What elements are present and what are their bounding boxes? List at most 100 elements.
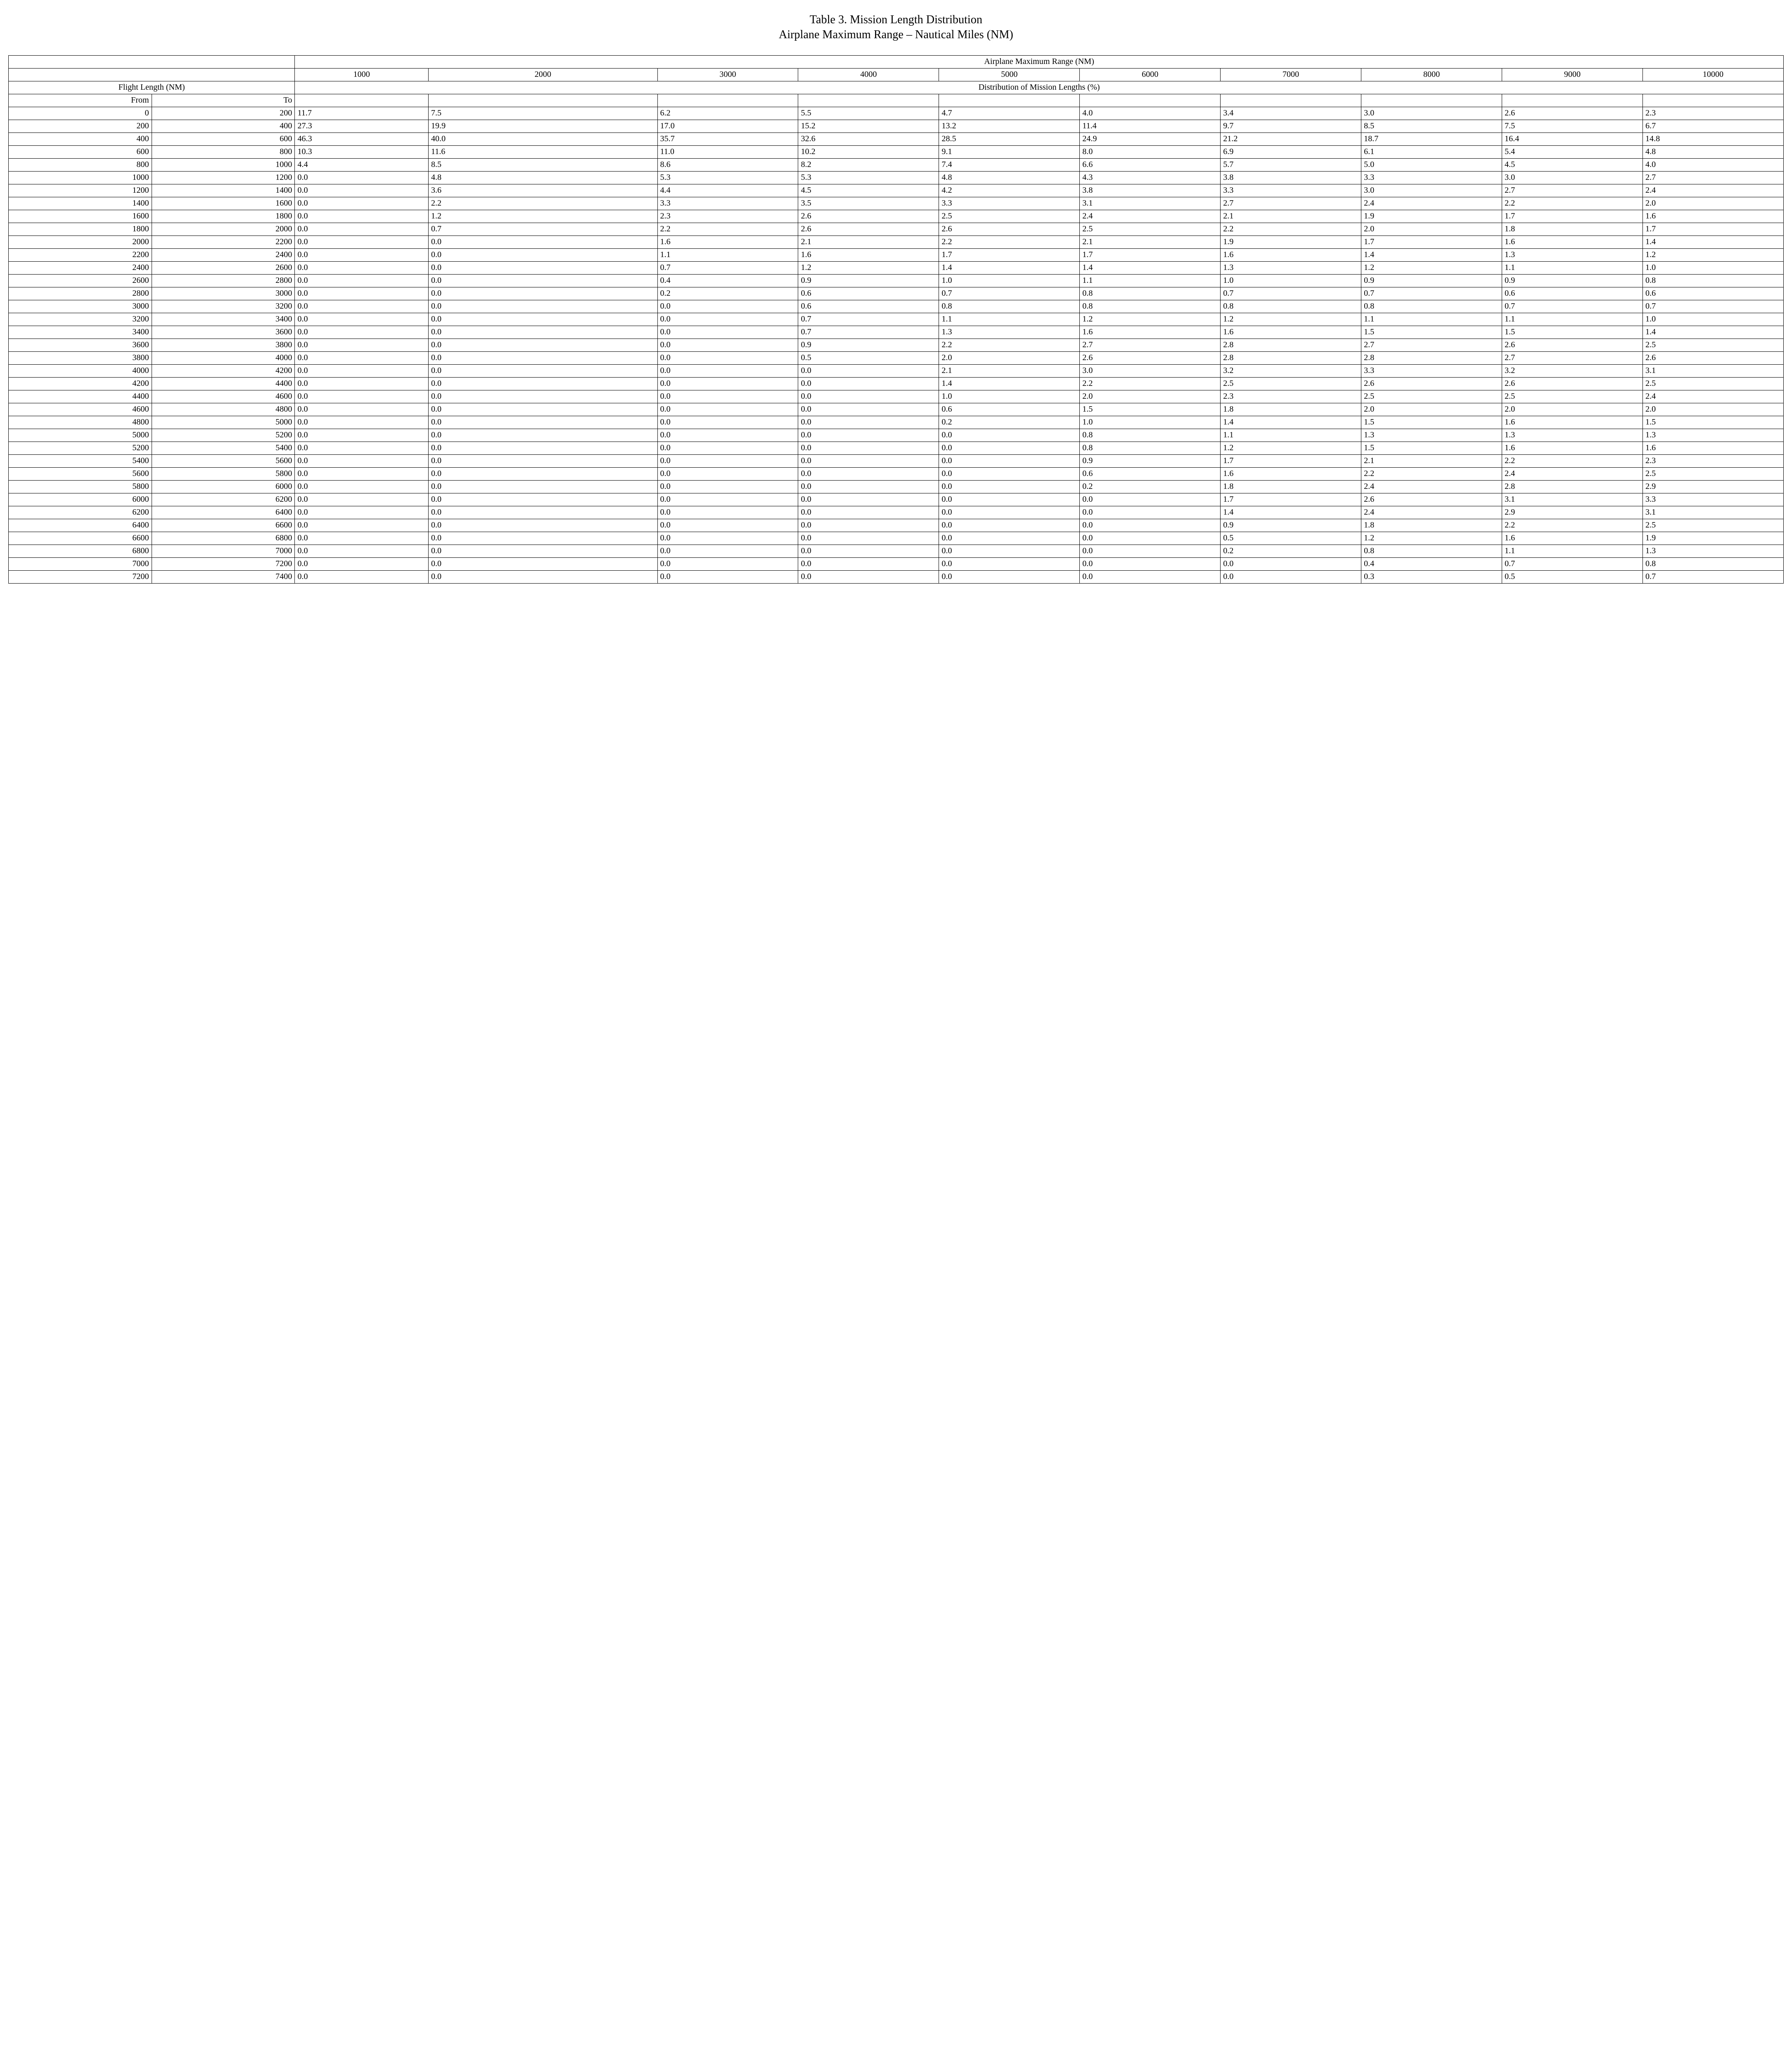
header-from: From	[9, 94, 152, 107]
table-row: 620064000.00.00.00.00.00.01.42.42.93.1	[9, 506, 1784, 519]
cell-value: 0.0	[295, 339, 429, 351]
cell-value: 1.7	[1221, 454, 1361, 467]
cell-value: 6.2	[657, 107, 798, 120]
cell-value: 35.7	[657, 132, 798, 145]
cell-value: 0.0	[798, 570, 939, 583]
cell-to: 4400	[152, 377, 295, 390]
cell-to: 2000	[152, 223, 295, 236]
cell-value: 0.0	[295, 223, 429, 236]
table-row: 280030000.00.00.20.60.70.80.70.70.60.6	[9, 287, 1784, 300]
col-2000: 2000	[429, 68, 657, 81]
cell-value: 2.7	[1221, 197, 1361, 210]
cell-value: 1.4	[939, 377, 1080, 390]
col-7000: 7000	[1221, 68, 1361, 81]
cell-to: 7200	[152, 557, 295, 570]
cell-value: 5.5	[798, 107, 939, 120]
cell-value: 0.0	[429, 300, 657, 313]
cell-value: 0.0	[429, 313, 657, 326]
cell-value: 1.6	[798, 248, 939, 261]
table-row: 320034000.00.00.00.71.11.21.21.11.11.0	[9, 313, 1784, 326]
cell-value: 0.0	[939, 480, 1080, 493]
cell-to: 5000	[152, 416, 295, 429]
table-row: 540056000.00.00.00.00.00.91.72.12.22.3	[9, 454, 1784, 467]
cell-from: 3400	[9, 326, 152, 339]
cell-to: 7000	[152, 545, 295, 557]
cell-value: 0.0	[657, 493, 798, 506]
cell-value: 2.5	[1642, 519, 1783, 532]
cell-value: 0.7	[1221, 287, 1361, 300]
header-blank	[1361, 94, 1502, 107]
cell-value: 0.6	[1642, 287, 1783, 300]
cell-value: 0.0	[939, 557, 1080, 570]
cell-value: 1.8	[1361, 519, 1502, 532]
table-title: Table 3. Mission Length Distribution Air…	[8, 12, 1784, 43]
cell-value: 0.0	[295, 377, 429, 390]
cell-value: 0.0	[429, 416, 657, 429]
cell-value: 2.7	[1502, 184, 1643, 197]
cell-to: 3200	[152, 300, 295, 313]
cell-value: 3.0	[1361, 107, 1502, 120]
cell-value: 2.0	[1502, 403, 1643, 416]
cell-value: 0.0	[1221, 557, 1361, 570]
cell-from: 2400	[9, 261, 152, 274]
cell-to: 5600	[152, 454, 295, 467]
cell-to: 7400	[152, 570, 295, 583]
cell-value: 2.4	[1361, 480, 1502, 493]
cell-value: 2.2	[1080, 377, 1221, 390]
cell-value: 0.7	[657, 261, 798, 274]
cell-to: 1200	[152, 171, 295, 184]
cell-value: 1.8	[1221, 403, 1361, 416]
cell-value: 0.0	[429, 467, 657, 480]
cell-value: 0.2	[939, 416, 1080, 429]
cell-value: 0.0	[1080, 557, 1221, 570]
cell-from: 6800	[9, 545, 152, 557]
cell-value: 0.0	[798, 364, 939, 377]
cell-value: 1.9	[1361, 210, 1502, 223]
cell-value: 1.7	[1502, 210, 1643, 223]
cell-value: 0.6	[798, 287, 939, 300]
cell-value: 1.7	[1221, 493, 1361, 506]
cell-value: 2.4	[1642, 390, 1783, 403]
table-row: 460048000.00.00.00.00.61.51.82.02.02.0	[9, 403, 1784, 416]
cell-value: 1.6	[1502, 532, 1643, 545]
cell-value: 0.0	[295, 210, 429, 223]
cell-value: 1.7	[939, 248, 1080, 261]
cell-value: 0.8	[1642, 274, 1783, 287]
cell-value: 0.0	[295, 261, 429, 274]
cell-value: 0.0	[1080, 532, 1221, 545]
cell-from: 4800	[9, 416, 152, 429]
cell-value: 0.7	[1642, 300, 1783, 313]
cell-from: 6400	[9, 519, 152, 532]
cell-value: 0.0	[1080, 519, 1221, 532]
table-header: Airplane Maximum Range (NM) 1000 2000 30…	[9, 55, 1784, 107]
table-row: 380040000.00.00.00.52.02.62.82.82.72.6	[9, 351, 1784, 364]
cell-value: 1.6	[1502, 236, 1643, 248]
cell-value: 0.0	[295, 313, 429, 326]
cell-value: 0.0	[939, 454, 1080, 467]
cell-value: 19.9	[429, 120, 657, 132]
cell-value: 0.5	[798, 351, 939, 364]
cell-value: 1.1	[1080, 274, 1221, 287]
cell-value: 11.0	[657, 145, 798, 158]
cell-value: 1.9	[1221, 236, 1361, 248]
header-blank	[295, 94, 429, 107]
header-flight-length: Flight Length (NM)	[9, 81, 295, 94]
cell-value: 3.1	[1642, 506, 1783, 519]
cell-value: 0.8	[1642, 557, 1783, 570]
cell-value: 0.0	[429, 480, 657, 493]
table-row: 180020000.00.72.22.62.62.52.22.01.81.7	[9, 223, 1784, 236]
col-10000: 10000	[1642, 68, 1783, 81]
cell-value: 0.0	[429, 351, 657, 364]
cell-value: 0.0	[798, 442, 939, 454]
cell-value: 1.3	[1642, 429, 1783, 442]
header-blank	[1221, 94, 1361, 107]
cell-value: 0.5	[1502, 570, 1643, 583]
cell-to: 3000	[152, 287, 295, 300]
cell-value: 0.0	[429, 442, 657, 454]
header-blank	[798, 94, 939, 107]
cell-value: 3.3	[1642, 493, 1783, 506]
cell-to: 4200	[152, 364, 295, 377]
cell-value: 0.0	[295, 171, 429, 184]
cell-to: 6200	[152, 493, 295, 506]
cell-from: 1000	[9, 171, 152, 184]
